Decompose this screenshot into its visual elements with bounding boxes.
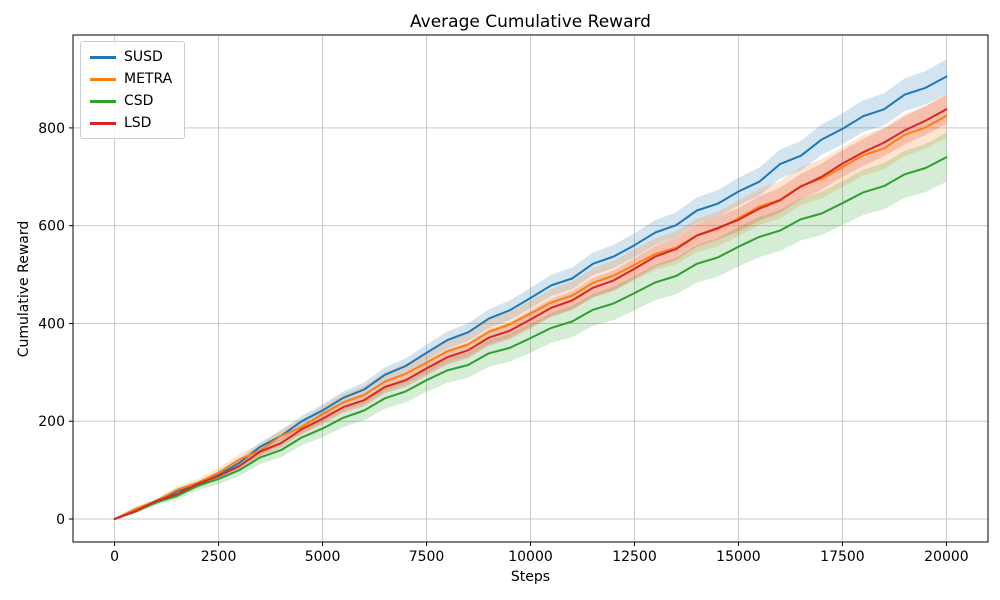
confidence-band-csd <box>114 132 947 520</box>
legend-label-lsd: LSD <box>124 115 152 131</box>
x-tick-label: 17500 <box>820 549 865 565</box>
y-tick-label: 400 <box>38 316 65 332</box>
chart-title: Average Cumulative Reward <box>410 12 651 32</box>
legend-label-metra: METRA <box>124 71 173 87</box>
x-tick-label: 0 <box>110 549 119 565</box>
series-line-susd <box>113 75 948 520</box>
confidence-band-metra <box>114 93 947 519</box>
x-tick-label: 5000 <box>305 549 341 565</box>
y-axis-label: Cumulative Reward <box>16 220 32 358</box>
x-tick-label: 10000 <box>508 549 553 565</box>
legend: SUSD METRA CSD LSD <box>80 41 186 139</box>
x-tick-label: 12500 <box>612 549 657 565</box>
legend-item-metra: METRA <box>90 71 172 87</box>
legend-label-susd: SUSD <box>124 49 163 65</box>
legend-line-sample-lsd <box>90 121 116 125</box>
x-tick-label: 2500 <box>201 549 237 565</box>
y-tick-label: 200 <box>38 414 65 430</box>
legend-item-susd: SUSD <box>90 49 172 65</box>
legend-item-lsd: LSD <box>90 115 172 131</box>
series-line-lsd <box>113 108 948 520</box>
legend-label-csd: CSD <box>124 93 154 109</box>
legend-line-sample-metra <box>90 77 116 81</box>
x-tick-label: 20000 <box>924 549 969 565</box>
y-tick-label: 800 <box>38 121 65 137</box>
legend-item-csd: CSD <box>90 93 172 109</box>
legend-line-sample-csd <box>90 99 116 103</box>
x-tick-label: 7500 <box>409 549 445 565</box>
confidence-band-susd <box>114 59 947 520</box>
x-tick-label: 15000 <box>716 549 761 565</box>
series-line-csd <box>113 156 948 520</box>
y-tick-label: 600 <box>38 219 65 235</box>
x-axis-label: Steps <box>510 569 551 585</box>
y-tick-label: 0 <box>56 512 65 528</box>
legend-line-sample-susd <box>90 55 116 59</box>
